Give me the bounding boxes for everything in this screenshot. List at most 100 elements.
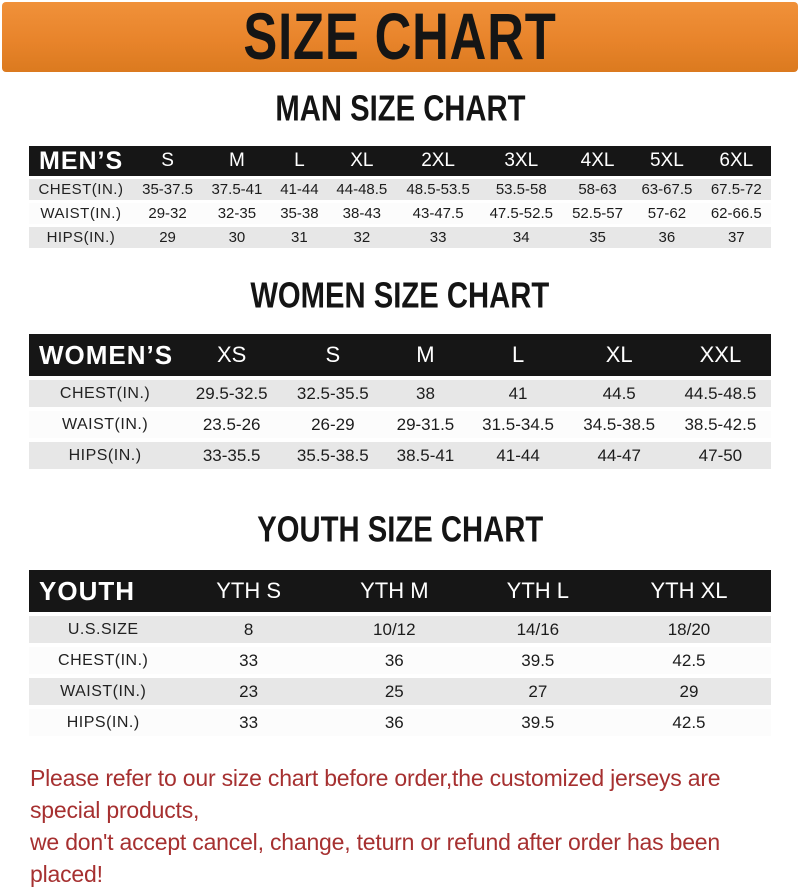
size-value-cell: 29-31.5 [383,411,468,438]
size-value-cell: 44-48.5 [327,179,397,200]
size-value-cell: 14/16 [468,616,607,643]
size-value-cell: 58-63 [562,179,633,200]
table-row: WAIST(IN.) 23.5-26 26-29 29-31.5 31.5-34.5 34… [29,411,771,438]
size-value-cell: 37 [701,227,771,248]
table-header-row: MEN’S S M L XL 2XL 3XL 4XL 5XL 6XL [29,146,771,176]
row-label: CHEST(IN.) [29,647,178,674]
size-value-cell: 67.5-72 [701,179,771,200]
column-header: M [383,334,468,376]
column-header: L [271,146,328,176]
size-value-cell: 63-67.5 [632,179,702,200]
column-header: M [202,146,272,176]
size-table: MEN’S S M L XL 2XL 3XL 4XL 5XL 6XL CHEST(IN.) 35-37… [29,143,771,251]
size-value-cell: 30 [202,227,272,248]
column-header: L [467,334,569,376]
size-value-cell: 33 [396,227,480,248]
size-value-cell: 42.5 [606,647,771,674]
column-header: XS [181,334,283,376]
table-header-row: YOUTH YTH S YTH M YTH L YTH XL [29,570,771,612]
row-label: U.S.SIZE [29,616,178,643]
size-value-cell: 44.5 [568,380,670,407]
column-header: YTH S [177,570,320,612]
size-value-cell: 35 [562,227,633,248]
women-heading-text: WOMEN SIZE CHART [250,276,550,316]
size-value-cell: 29-32 [132,203,203,224]
size-value-cell: 41-44 [271,179,328,200]
table-row: WAIST(IN.) 23 25 27 29 [29,678,771,705]
column-header: S [282,334,384,376]
men-heading-text: MAN SIZE CHART [274,89,526,129]
size-value-cell: 38.5-42.5 [669,411,771,438]
size-value-cell: 25 [319,678,469,705]
size-value-cell: 36 [632,227,702,248]
size-value-cell: 31 [271,227,328,248]
table-row: WAIST(IN.) 29-32 32-35 35-38 38-43 43-47.5 47.… [29,203,771,224]
section-men: MAN SIZE CHART MEN’S S M L XL 2XL 3XL 4XL 5XL 6XL… [0,89,800,251]
size-value-cell: 37.5-41 [202,179,272,200]
size-value-cell: 62-66.5 [701,203,771,224]
size-value-cell: 33-35.5 [181,442,283,469]
size-value-cell: 8 [177,616,320,643]
column-header: S [132,146,203,176]
size-value-cell: 29 [132,227,203,248]
size-value-cell: 23 [177,678,320,705]
size-value-cell: 47-50 [669,442,771,469]
size-value-cell: 38 [383,380,468,407]
column-header: YTH M [319,570,469,612]
disclaimer: Please refer to our size chart before or… [30,762,790,890]
column-header: 5XL [632,146,702,176]
size-value-cell: 33 [177,647,320,674]
size-value-cell: 39.5 [468,647,607,674]
size-value-cell: 10/12 [319,616,469,643]
men-section-heading: MAN SIZE CHART [0,89,800,129]
size-value-cell: 47.5-52.5 [479,203,563,224]
youth-section-heading: YOUTH SIZE CHART [0,510,800,550]
size-value-cell: 31.5-34.5 [467,411,569,438]
size-value-cell: 42.5 [606,709,771,736]
size-value-cell: 35-38 [271,203,328,224]
size-value-cell: 39.5 [468,709,607,736]
size-value-cell: 52.5-57 [562,203,633,224]
column-header: 3XL [479,146,563,176]
size-value-cell: 27 [468,678,607,705]
size-value-cell: 23.5-26 [181,411,283,438]
size-value-cell: 26-29 [282,411,384,438]
size-value-cell: 33 [177,709,320,736]
section-youth: YOUTH SIZE CHART YOUTH YTH S YTH M YTH L YTH… [0,510,800,740]
size-value-cell: 41 [467,380,569,407]
size-value-cell: 32.5-35.5 [282,380,384,407]
youth-size-table: YOUTH YTH S YTH M YTH L YTH XL U.S.SIZE 8 10/12… [29,566,771,740]
table-header-row: WOMEN’S XS S M L XL XXL [29,334,771,376]
size-value-cell: 36 [319,647,469,674]
women-size-table: WOMEN’S XS S M L XL XXL CHEST(IN.) 29.5-32.5 32.5… [29,330,771,473]
row-label: CHEST(IN.) [29,179,133,200]
table-header-label: WOMEN’S [29,334,182,376]
column-header: 2XL [396,146,480,176]
size-value-cell: 35-37.5 [132,179,203,200]
section-women: WOMEN SIZE CHART WOMEN’S XS S M L XL XXL CHEST(… [0,276,800,473]
size-value-cell: 32-35 [202,203,272,224]
size-value-cell: 32 [327,227,397,248]
size-value-cell: 36 [319,709,469,736]
row-label: CHEST(IN.) [29,380,182,407]
column-header: XL [327,146,397,176]
column-header: 4XL [562,146,633,176]
table-row: HIPS(IN.) 33 36 39.5 42.5 [29,709,771,736]
row-label: HIPS(IN.) [29,709,178,736]
table-row: CHEST(IN.) 29.5-32.5 32.5-35.5 38 41 44.5 44.5… [29,380,771,407]
size-value-cell: 38.5-41 [383,442,468,469]
disclaimer-line-2: we don't accept cancel, change, teturn o… [30,829,720,887]
table-row: CHEST(IN.) 35-37.5 37.5-41 41-44 44-48.5 48.5… [29,179,771,200]
size-value-cell: 18/20 [606,616,771,643]
size-table: WOMEN’S XS S M L XL XXL CHEST(IN.) 29.5-32.5 32.5… [29,330,771,473]
table-row: HIPS(IN.) 33-35.5 35.5-38.5 38.5-41 41-44 44-… [29,442,771,469]
size-value-cell: 57-62 [632,203,702,224]
size-value-cell: 38-43 [327,203,397,224]
size-table: YOUTH YTH S YTH M YTH L YTH XL U.S.SIZE 8 10/12… [29,566,771,740]
table-header-label: YOUTH [29,570,178,612]
row-label: HIPS(IN.) [29,227,133,248]
size-value-cell: 44.5-48.5 [669,380,771,407]
column-header: XL [568,334,670,376]
men-size-table: MEN’S S M L XL 2XL 3XL 4XL 5XL 6XL CHEST(IN.) 35-37… [29,143,771,251]
